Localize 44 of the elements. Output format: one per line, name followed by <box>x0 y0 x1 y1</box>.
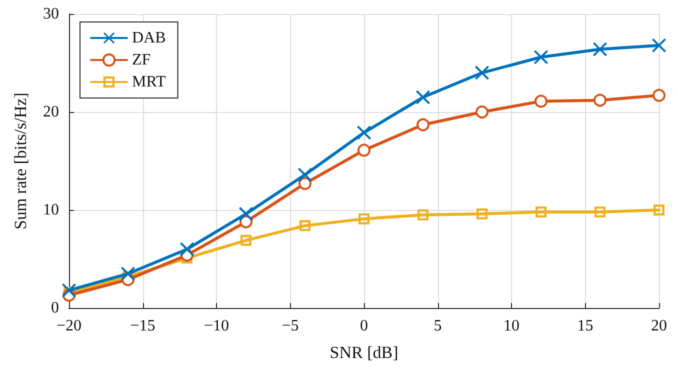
point <box>534 50 548 64</box>
point <box>418 209 428 220</box>
point <box>593 42 607 56</box>
point <box>476 208 488 220</box>
point <box>240 234 252 246</box>
point <box>536 206 546 218</box>
y-tick-label: 20 <box>43 104 59 120</box>
point <box>358 213 370 224</box>
x-tick-label: 10 <box>504 318 520 334</box>
x-tick-label: 20 <box>651 318 667 334</box>
point <box>298 177 312 190</box>
point <box>357 126 371 140</box>
legend-label: MRT <box>132 74 166 90</box>
x-tick-label: 15 <box>577 318 594 334</box>
x-tick-label: −15 <box>130 318 156 334</box>
point <box>358 144 370 157</box>
point <box>239 206 253 221</box>
point <box>121 266 135 281</box>
legend-label: ZF <box>132 52 151 68</box>
point <box>652 88 666 102</box>
point <box>594 94 606 107</box>
point <box>654 204 664 216</box>
y-tick-label: 30 <box>43 6 59 22</box>
legend-label: DAB <box>132 30 166 46</box>
y-tick-label: 10 <box>43 202 59 218</box>
x-tick-label: 0 <box>360 318 368 334</box>
point <box>594 206 606 218</box>
x-tick-label: −10 <box>204 318 230 334</box>
point <box>652 38 666 52</box>
point <box>416 90 430 104</box>
point <box>298 168 312 182</box>
point <box>180 242 194 256</box>
point <box>300 220 310 232</box>
x-tick-label: −5 <box>282 318 299 334</box>
x-axis-title: SNR [dB] <box>330 343 398 362</box>
y-tick-label: 0 <box>51 300 59 316</box>
y-axis-title: Sum rate [bits/s/Hz] <box>11 92 30 230</box>
point <box>416 118 430 132</box>
point <box>62 283 76 298</box>
point <box>476 106 488 118</box>
point <box>475 66 489 80</box>
x-tick-label: −20 <box>56 318 82 334</box>
x-tick-label: 5 <box>434 318 442 334</box>
point <box>534 94 548 108</box>
